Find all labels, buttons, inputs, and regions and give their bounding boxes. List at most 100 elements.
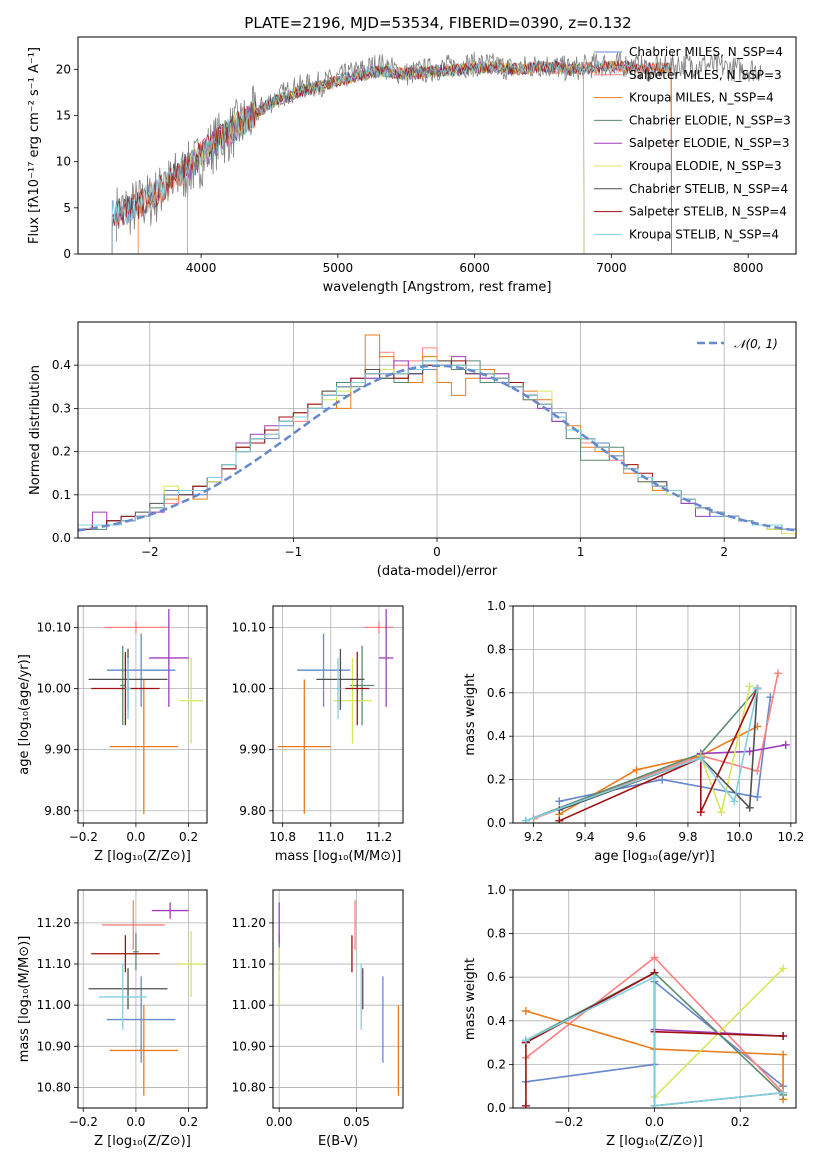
mass-weight-line (559, 696, 772, 803)
y-tick-label: 9.90 (239, 743, 266, 757)
y-tick-label: 11.10 (37, 957, 71, 971)
spectrum-legend: Chabrier MILES, N_SSP=4 Salpeter MILES, N… (594, 45, 791, 241)
mass-weight-line (525, 1010, 784, 1100)
age-vs-z-axes-frame (77, 605, 208, 824)
mass-vs-ebv-panel: 0.00 0.05 10.80 10.90 11.00 11.10 11.20 E(B-V) (232, 889, 404, 1149)
mass-weight-point (555, 797, 564, 806)
mass-vs-ebv-plot-area (278, 900, 400, 1096)
x-tick-label: 0.2 (731, 1115, 750, 1129)
y-tick-label: 11.00 (37, 998, 71, 1012)
y-tick-label: 5 (63, 201, 71, 215)
x-tick-label: 9.4 (575, 830, 594, 844)
figure-title: PLATE=2196, MJD=53534, FIBERID=0390, z=0… (244, 14, 631, 32)
model-spectrum-line (111, 60, 672, 254)
histogram-step-line (78, 360, 796, 530)
mass-weight-point (555, 816, 564, 823)
legend-label: Salpeter STELIB, N_SSP=4 (629, 205, 787, 219)
mass-vs-z-panel: −0.2 0.0 0.2 10.80 10.90 11.00 11.10 11.20 Z [lo… (17, 889, 208, 1149)
mass-weight-line (533, 673, 779, 820)
normal-reference-curve (78, 364, 796, 532)
mass-vs-z-plot-area (88, 900, 204, 1096)
legend-label: Salpeter MILES, N_SSP=3 (629, 68, 782, 82)
x-tick-label: 0.05 (343, 1115, 370, 1129)
y-tick-label: 15 (56, 108, 71, 122)
mass-weight-point (781, 740, 790, 749)
x-tick-label: 8000 (733, 261, 764, 275)
model-spectrum-line (111, 60, 672, 254)
x-axis-label: Z [log₁₀(Z/Z⊙)] (94, 849, 191, 864)
mass-weight-point (658, 775, 667, 784)
x-tick-label: 4000 (186, 261, 217, 275)
x-tick-label: 0 (433, 545, 441, 559)
x-tick-label: 10.0 (726, 830, 753, 844)
mass-weight-point (696, 753, 705, 762)
mass-weight-point (521, 1006, 530, 1015)
y-tick-label: 0.0 (52, 531, 71, 545)
y-tick-label: 10.10 (232, 620, 266, 634)
residuals-plot-area (78, 334, 796, 535)
x-tick-label: −1 (285, 545, 303, 559)
y-tick-label: 10.80 (232, 1080, 266, 1094)
y-axis-label: mass weight (463, 958, 478, 1040)
model-spectrum-line (187, 60, 585, 254)
x-axis-label: Z [log₁₀(Z/Z⊙)] (606, 1134, 703, 1149)
model-spectrum-line (187, 61, 585, 254)
legend-label: Kroupa ELODIE, N_SSP=3 (629, 159, 782, 173)
mass-vs-ebv-axes-frame (272, 889, 404, 1109)
mass-weight-point (779, 1050, 788, 1059)
mass-weight-point (753, 792, 762, 801)
mass-weight-point (650, 973, 659, 982)
x-axis-label: E(B-V) (318, 1134, 358, 1149)
legend-label: 𝒩(0, 1) (734, 337, 778, 351)
age-vs-mass-plot-area (277, 609, 394, 814)
y-tick-label: 9.90 (44, 743, 71, 757)
x-tick-label: 0.00 (266, 1115, 293, 1129)
y-axis-label: age [log₁₀(age/yr)] (17, 654, 32, 775)
x-tick-label: 1 (577, 545, 585, 559)
age-vs-mass-axes-frame (272, 605, 404, 824)
weight-vs-z-plot-area (521, 953, 788, 1108)
residuals-legend: 𝒩(0, 1) (697, 337, 778, 351)
y-tick-label: 0.4 (52, 358, 71, 372)
panels: Chabrier MILES, N_SSP=4 Salpeter MILES, N… (17, 36, 804, 1149)
mass-weight-point (521, 1101, 530, 1108)
mass-weight-line (558, 688, 759, 822)
x-tick-label: −0.2 (69, 1115, 98, 1129)
mass-weight-point (632, 765, 641, 774)
x-tick-label: 0.0 (645, 1115, 664, 1129)
age-vs-mass-panel: 10.8 11.0 11.2 9.80 9.90 10.00 10.10 mass [log₁… (232, 605, 404, 864)
mass-weight-point (650, 953, 659, 962)
y-tick-label: 11.20 (232, 916, 266, 930)
mass-weight-line (558, 725, 758, 815)
y-tick-label: 0.2 (487, 1057, 506, 1071)
mass-weight-point (753, 766, 762, 775)
x-axis-label: Z [log₁₀(Z/Z⊙)] (94, 1134, 191, 1149)
mass-weight-line (525, 688, 759, 822)
x-tick-label: −0.2 (554, 1115, 583, 1129)
mass-weight-point (753, 684, 762, 693)
y-tick-label: 9.80 (239, 804, 266, 818)
y-tick-label: 0.4 (487, 1014, 506, 1028)
spectrum-plot-area (111, 51, 762, 254)
mass-weight-point (650, 1101, 659, 1108)
legend-label: Chabrier ELODIE, N_SSP=3 (629, 113, 791, 127)
mass-weight-point (773, 669, 782, 678)
mass-weight-point (717, 808, 726, 817)
y-axis-label: Flux [fλ10⁻¹⁷ erg cm⁻² s⁻¹ A⁻¹] (27, 47, 42, 244)
y-tick-label: 0.0 (487, 816, 506, 830)
y-tick-label: 0.3 (52, 401, 71, 415)
mass-weight-point (745, 682, 754, 691)
y-tick-label: 0.1 (52, 488, 71, 502)
mass-weight-point (521, 1036, 530, 1045)
x-tick-label: 6000 (459, 261, 490, 275)
x-tick-label: 9.8 (678, 830, 697, 844)
mass-weight-point (779, 1032, 788, 1041)
y-tick-label: 10.00 (37, 682, 71, 696)
y-tick-label: 0.8 (487, 642, 506, 656)
x-axis-label: wavelength [Angstrom, rest frame] (323, 280, 552, 295)
mass-weight-point (521, 816, 530, 823)
y-tick-label: 0.6 (487, 686, 506, 700)
y-tick-label: 0.2 (52, 445, 71, 459)
mass-weight-point (779, 1088, 788, 1097)
x-tick-label: 0.0 (126, 1115, 145, 1129)
